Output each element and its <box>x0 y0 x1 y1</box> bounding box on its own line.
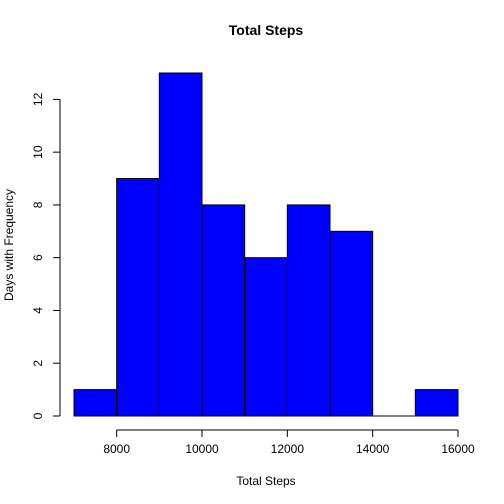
x-tick-label: 10000 <box>185 442 219 456</box>
histogram-bar-2 <box>158 72 203 417</box>
histogram-bar-5 <box>286 204 331 417</box>
y-axis: 0 2 4 6 8 10 12 <box>31 92 61 419</box>
histogram-bar-3 <box>201 204 246 417</box>
histogram-bar-0 <box>73 389 118 417</box>
y-tick-label: 12 <box>31 92 45 106</box>
y-tick-label: 6 <box>31 254 45 261</box>
x-tick-label: 12000 <box>271 442 305 456</box>
y-tick-label: 4 <box>31 307 45 314</box>
x-axis-label: Total Steps <box>236 474 295 488</box>
histogram-bar-8 <box>414 389 459 417</box>
histogram-bar-4 <box>244 257 288 417</box>
y-tick-label: 8 <box>31 201 45 208</box>
y-tick-label: 0 <box>31 412 45 419</box>
x-tick-label: 16000 <box>441 442 475 456</box>
bars-group <box>73 72 459 417</box>
y-axis-label: Days with Frequency <box>2 189 16 301</box>
chart-title: Total Steps <box>229 22 304 38</box>
x-axis: 8000 10000 12000 14000 16000 <box>103 429 475 456</box>
x-tick-label: 8000 <box>103 442 130 456</box>
y-tick-label: 10 <box>31 145 45 159</box>
histogram-bar-1 <box>116 178 160 417</box>
histogram-bar-6 <box>329 230 374 417</box>
x-tick-label: 14000 <box>356 442 390 456</box>
y-tick-label: 2 <box>31 360 45 367</box>
